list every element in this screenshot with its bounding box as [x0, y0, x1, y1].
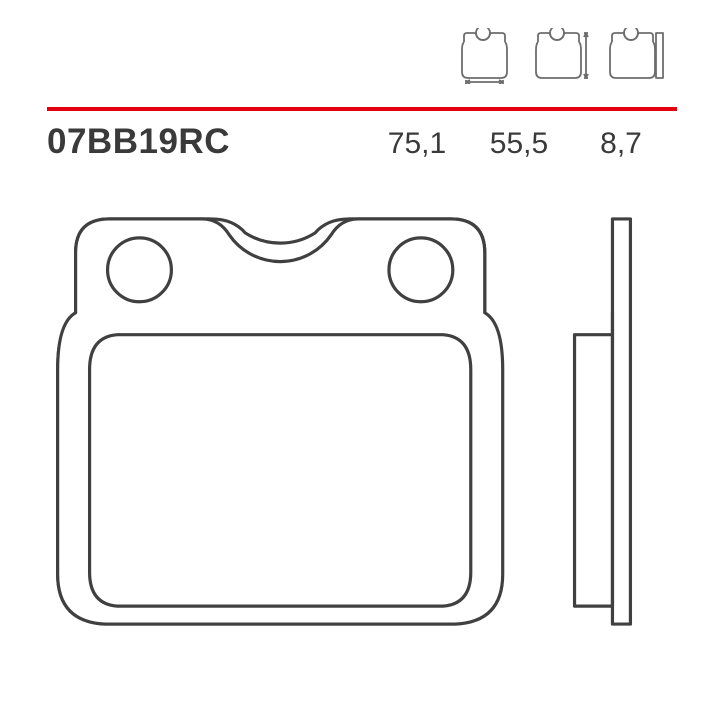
front-view-outline: [58, 219, 503, 624]
accent-divider: [47, 107, 677, 111]
measurement-thickness: 8,7: [591, 127, 651, 161]
part-number: 07BB19RC: [47, 122, 230, 162]
product-spec-card: 07BB19RC 75,1 55,5 8,7: [0, 0, 724, 724]
width-dimension-icon: [456, 28, 522, 84]
dimension-icons-row: [456, 28, 670, 84]
technical-drawing: [47, 195, 677, 664]
thickness-dimension-icon: [604, 28, 670, 84]
measurement-width: 75,1: [387, 127, 447, 161]
measurement-height: 55,5: [489, 127, 549, 161]
side-view-outline: [575, 219, 631, 624]
height-dimension-icon: [530, 28, 596, 84]
measurements-row: 07BB19RC 75,1 55,5 8,7: [47, 122, 677, 162]
measurements-values: 75,1 55,5 8,7: [387, 127, 677, 161]
